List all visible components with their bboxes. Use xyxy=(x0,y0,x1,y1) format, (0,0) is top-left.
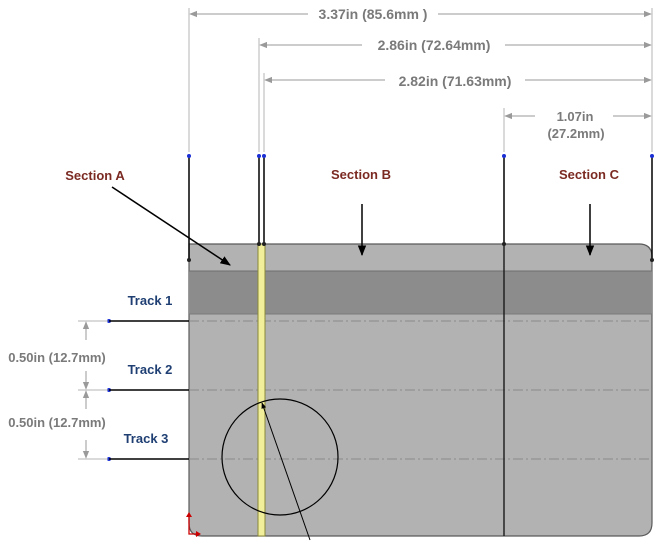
section-a-arrow xyxy=(111,186,231,266)
track-3-label: Track 3 xyxy=(124,431,169,446)
highlight-strip xyxy=(257,243,266,537)
track-1-callout: Track 1 xyxy=(109,293,189,322)
origin-arrow-up xyxy=(186,512,192,517)
section-c-callout: Section C xyxy=(559,167,620,257)
point-markers xyxy=(107,154,654,461)
card-body xyxy=(188,243,653,537)
width-from-highlight-left-label: 2.86in (72.64mm) xyxy=(378,37,491,53)
section-c-label: Section C xyxy=(559,167,620,182)
magnetic-stripe xyxy=(189,271,652,314)
card xyxy=(186,243,653,541)
track-1-label: Track 1 xyxy=(128,293,173,308)
track-2-callout: Track 2 xyxy=(109,362,189,391)
track-spacing-dimension-2: 0.50in (12.7mm) xyxy=(8,390,108,460)
track-spacing-dimension-1: 0.50in (12.7mm) xyxy=(8,320,108,391)
section-b-label: Section B xyxy=(331,167,391,182)
dimension-overall-width: 3.37in (85.6mm ) xyxy=(189,6,652,22)
circle-feature xyxy=(221,398,339,516)
section-b-callout: Section B xyxy=(331,167,391,257)
origin-arrow-right xyxy=(196,531,201,537)
track-2-label: Track 2 xyxy=(128,362,173,377)
extension-lines xyxy=(188,8,653,260)
origin-marker xyxy=(188,514,198,535)
section-a-callout: Section A xyxy=(65,168,231,266)
dimension-width-from-highlight-left: 2.86in (72.64mm) xyxy=(259,37,652,53)
section-c-width-line2: (27.2mm) xyxy=(547,126,604,141)
track-spacing-1-label: 0.50in (12.7mm) xyxy=(8,350,106,365)
section-a-label: Section A xyxy=(65,168,125,183)
overall-width-label: 3.37in (85.6mm ) xyxy=(319,6,428,22)
dimension-width-from-highlight-right: 2.82in (71.63mm) xyxy=(264,73,652,89)
section-c-width-line1: 1.07in xyxy=(557,109,594,124)
circle-diameter-leader xyxy=(261,402,311,541)
track-spacing-2-label: 0.50in (12.7mm) xyxy=(8,415,106,430)
width-from-highlight-right-label: 2.82in (71.63mm) xyxy=(399,73,512,89)
dimension-section-c-width: 1.07in (27.2mm) xyxy=(504,109,652,141)
track-3-callout: Track 3 xyxy=(109,431,189,460)
